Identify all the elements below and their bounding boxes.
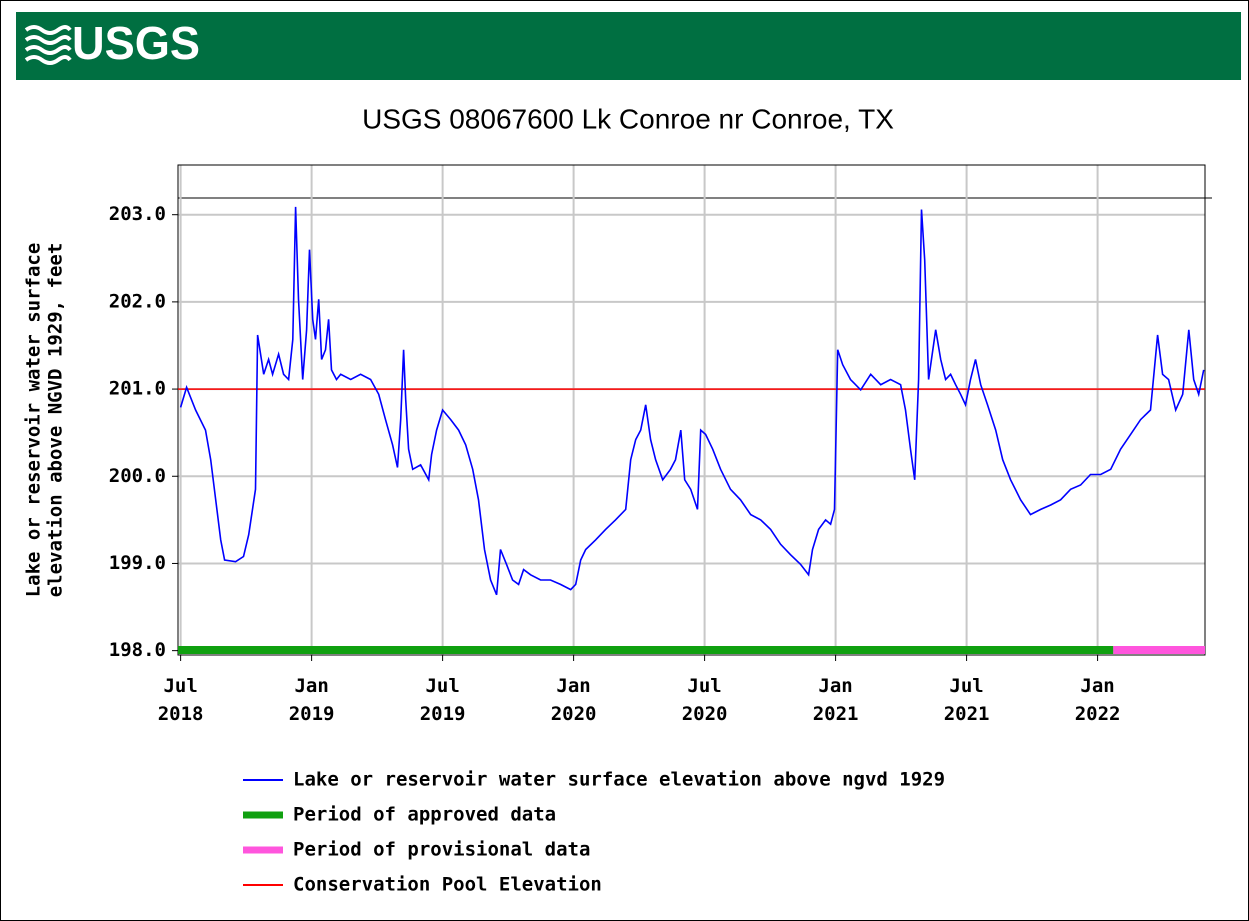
x-tick-label: Jul 2019 <box>419 675 466 725</box>
y-tick-label: 201.0 <box>109 378 166 400</box>
chart-title: USGS 08067600 Lk Conroe nr Conroe, TX <box>362 103 894 134</box>
y-tick-label: 198.0 <box>109 639 166 661</box>
y-axis-label: Lake or reservoir water surface elevatio… <box>23 243 67 598</box>
data-line <box>179 206 1205 596</box>
y-label-line: elevation above NGVD 1929, feet <box>45 243 67 598</box>
y-tick-label: 200.0 <box>109 465 166 487</box>
x-tick-label: Jul 2021 <box>943 675 990 725</box>
period-bar <box>178 646 1114 654</box>
x-tick-label: Jul 2020 <box>681 675 728 725</box>
legend-label: Period of provisional data <box>293 839 590 861</box>
logo-waves <box>24 25 72 65</box>
legend-label: Conservation Pool Elevation <box>293 874 602 896</box>
x-tick-label: Jan 2020 <box>550 675 597 725</box>
plot-frame <box>177 164 1206 656</box>
y-tick-label: 202.0 <box>109 290 166 312</box>
period-bar <box>1113 646 1205 654</box>
y-label-line: Lake or reservoir water surface <box>23 243 45 598</box>
logo-text: USGS <box>72 17 200 69</box>
x-tick-label: Jul 2018 <box>157 675 204 725</box>
header-bar <box>16 12 1241 80</box>
legend-label: Period of approved data <box>293 804 556 826</box>
x-tick-label: Jan 2021 <box>812 675 859 725</box>
x-tick-label: Jan 2019 <box>288 675 335 725</box>
x-tick-label: Jan 2022 <box>1074 675 1121 725</box>
y-tick-label: 199.0 <box>109 552 166 574</box>
legend-label: Lake or reservoir water surface elevatio… <box>293 769 945 791</box>
y-tick-label: 203.0 <box>109 203 166 225</box>
